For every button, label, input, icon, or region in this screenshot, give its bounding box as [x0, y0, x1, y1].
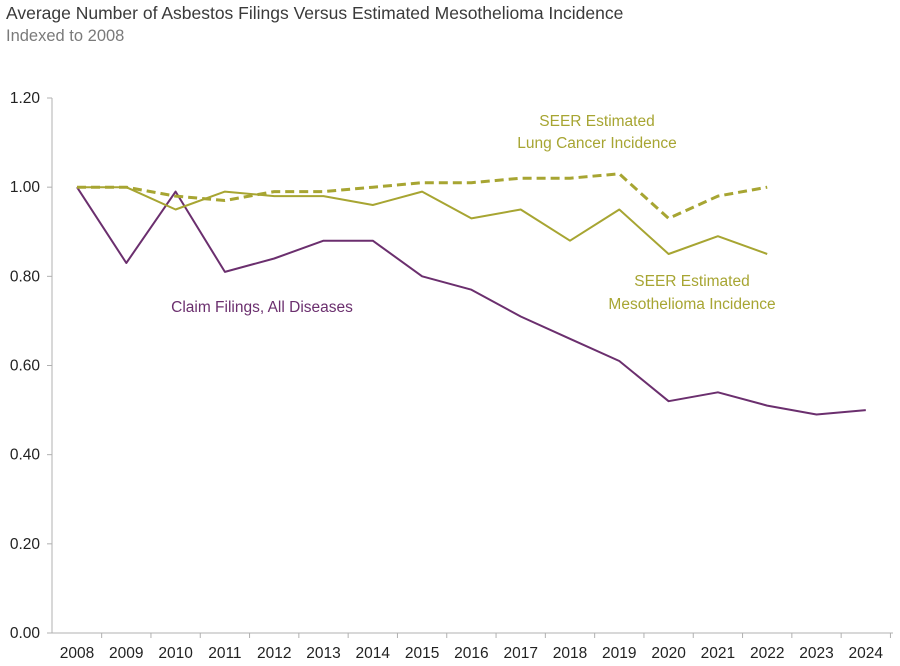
x-axis: 2008 2009 2010 2011 2012 2013 2014 2015 2016 2017… [52, 632, 893, 662]
y-tick-label: 0.60 [10, 358, 41, 375]
y-axis: 0.00 0.20 0.40 0.60 0.80 1.00 1.20 [10, 90, 53, 642]
series-label-1: SEER Estimated [634, 273, 749, 290]
x-tick-label: 2022 [750, 645, 784, 662]
x-tick-label: 2021 [701, 645, 735, 662]
x-tick-label: 2015 [405, 645, 439, 662]
x-tick-label: 2018 [553, 645, 587, 662]
x-tick-label: 2014 [356, 645, 391, 662]
series-label-1: Mesothelioma Incidence [608, 296, 775, 313]
series-label-0: Claim Filings, All Diseases [171, 299, 353, 316]
series-labels: Claim Filings, All Diseases SEER Estimate… [171, 113, 775, 316]
x-tick-label: 2010 [158, 645, 193, 662]
y-tick-label: 1.20 [10, 90, 41, 107]
x-tick-label: 2009 [109, 645, 143, 662]
x-tick-label: 2016 [454, 645, 488, 662]
chart-title: Average Number of Asbestos Filings Versu… [6, 3, 624, 23]
x-tick-label: 2012 [257, 645, 291, 662]
y-tick-label: 1.00 [10, 179, 41, 196]
series-line-1 [77, 186, 768, 255]
x-tick-label: 2024 [849, 645, 884, 662]
series-line-0 [76, 186, 866, 416]
x-tick-label: 2023 [799, 645, 833, 662]
series-line-2 [77, 172, 768, 220]
x-tick-label: 2017 [503, 645, 537, 662]
series-label-2: Lung Cancer Incidence [517, 135, 676, 152]
x-tick-label: 2020 [651, 645, 686, 662]
series-label-2: SEER Estimated [539, 113, 654, 130]
series-lines [76, 172, 866, 416]
y-tick-label: 0.20 [10, 536, 41, 553]
y-tick-label: 0.40 [10, 447, 41, 464]
x-tick-label: 2011 [208, 645, 241, 662]
y-tick-label: 0.80 [10, 268, 41, 285]
x-tick-label: 2013 [306, 645, 340, 662]
chart-subtitle: Indexed to 2008 [6, 27, 125, 45]
y-tick-label: 0.00 [10, 625, 41, 642]
x-tick-label: 2008 [60, 645, 94, 662]
x-tick-label: 2019 [602, 645, 636, 662]
